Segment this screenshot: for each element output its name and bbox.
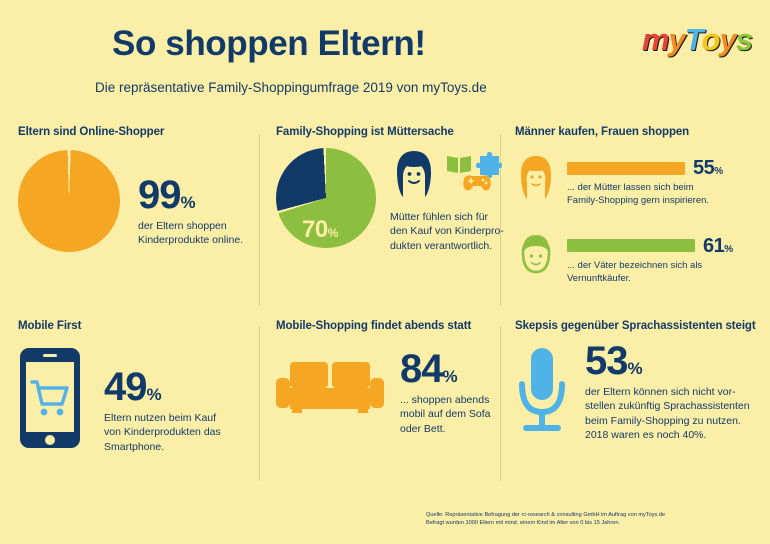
percent-symbol: % bbox=[146, 385, 162, 404]
pie-chart-99-icon bbox=[18, 150, 120, 252]
stat-value: 53% bbox=[585, 339, 643, 383]
bar-55-percent bbox=[567, 161, 685, 175]
logo-letter-t: T bbox=[684, 22, 703, 57]
source-line-1: Quelle: Repräsentative Befragung der rc-… bbox=[426, 511, 666, 518]
bar-value: 55% bbox=[693, 157, 723, 179]
logo-letter-o: o bbox=[701, 22, 721, 57]
page-subtitle: Die repräsentative Family-Shoppingumfrag… bbox=[95, 80, 487, 95]
bar-description: ... der Mütter lassen sich beim Family-Sh… bbox=[567, 182, 710, 207]
divider-vertical bbox=[259, 134, 260, 306]
stat-description: ... shoppen abends mobil auf dem Sofa oder… bbox=[400, 394, 491, 435]
bar-description: ... der Väter bezeichnen sich als Vernunf… bbox=[567, 259, 703, 285]
logo-letter-y2: y bbox=[719, 22, 737, 57]
stat-description: Mütter fühlen sich für den Kauf von Kinde… bbox=[390, 211, 504, 252]
card-skepsis-sprachassistenten: Skepsis gegenüber Sprachassistenten stei… bbox=[515, 320, 760, 485]
logo-letter-m: m bbox=[641, 22, 670, 57]
card-maenner-kaufen-frauen-shoppen: Männer kaufen, Frauen shoppen 55% ... de… bbox=[515, 126, 760, 314]
woman-face-icon bbox=[521, 156, 551, 199]
pie-value-label: 70% bbox=[302, 216, 339, 243]
bar-value: 61% bbox=[703, 234, 733, 257]
mother-face-icon bbox=[397, 151, 431, 197]
source-line-2: Befragt wurden 1000 Eltern mit mind. ein… bbox=[426, 520, 621, 527]
stat-value: 99% bbox=[138, 173, 196, 217]
card-mobile-shopping-abends: Mobile-Shopping findet abends statt 84% … bbox=[276, 320, 498, 485]
card-eltern-online-shopper: Eltern sind Online-Shopper 99% der Elter… bbox=[18, 126, 258, 314]
card-mobile-first: Mobile First 49% Eltern nutzen beim Kauf… bbox=[18, 320, 258, 485]
controller-icon bbox=[463, 175, 491, 191]
cards-grid: Eltern sind Online-Shopper 99% der Elter… bbox=[0, 126, 770, 488]
bar-61-percent bbox=[567, 239, 695, 253]
stat-description: Eltern nutzen beim Kauf von Kinderprodukt… bbox=[104, 412, 221, 453]
logo-letter-s: s bbox=[735, 22, 753, 57]
pie-chart-70-icon: 70% bbox=[276, 148, 376, 248]
percent-symbol: % bbox=[714, 166, 723, 177]
sofa-icon bbox=[276, 362, 384, 413]
logo-letter-y1: y bbox=[668, 22, 686, 57]
divider-vertical bbox=[259, 326, 260, 481]
stat-description: der Eltern können sich nicht vor-stellen… bbox=[585, 386, 750, 442]
percent-symbol: % bbox=[180, 193, 196, 212]
puzzle-icon bbox=[476, 152, 502, 178]
man-face-icon bbox=[521, 234, 551, 274]
card-title: Skepsis gegenüber Sprachassistenten stei… bbox=[515, 320, 756, 332]
stat-value: 84% bbox=[400, 347, 458, 391]
divider-vertical bbox=[500, 326, 501, 481]
header: So shoppen Eltern! Die repräsentative Fa… bbox=[0, 0, 770, 122]
divider-vertical bbox=[500, 134, 501, 306]
percent-symbol: % bbox=[327, 226, 339, 240]
card-title: Mobile First bbox=[18, 320, 82, 332]
source-footer: Quelle: Repräsentative Befragung der rc-… bbox=[426, 511, 756, 528]
card-title: Mobile-Shopping findet abends statt bbox=[276, 320, 472, 332]
page-title: So shoppen Eltern! bbox=[112, 24, 426, 63]
microphone-icon bbox=[519, 348, 565, 431]
card-title: Eltern sind Online-Shopper bbox=[18, 126, 165, 138]
book-icon bbox=[447, 156, 471, 173]
card-family-shopping-muettersache: Family-Shopping ist Müttersache 70% bbox=[276, 126, 504, 314]
card-title: Männer kaufen, Frauen shoppen bbox=[515, 126, 690, 138]
mytoys-logo: myToys bbox=[641, 22, 753, 57]
stat-description: der Eltern shoppen Kinderprodukte online. bbox=[138, 220, 244, 247]
percent-symbol: % bbox=[627, 359, 643, 378]
percent-symbol: % bbox=[442, 367, 458, 386]
stat-value: 49% bbox=[104, 365, 162, 409]
percent-symbol: % bbox=[724, 243, 733, 255]
card-title: Family-Shopping ist Müttersache bbox=[276, 126, 454, 138]
smartphone-cart-icon bbox=[20, 348, 80, 448]
